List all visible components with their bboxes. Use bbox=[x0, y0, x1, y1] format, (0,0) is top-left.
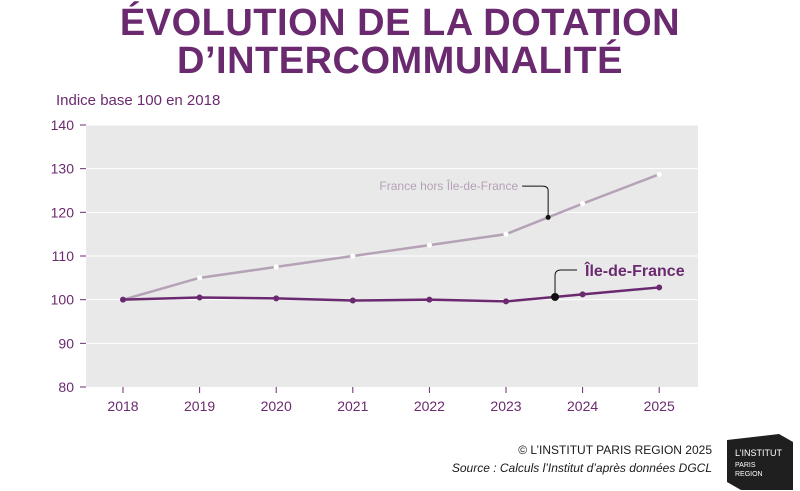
source-text: Source : Calculs l’Institut d’après donn… bbox=[451, 461, 712, 475]
chart-title-line-1: ÉVOLUTION DE LA DOTATION bbox=[119, 2, 681, 44]
series-line-ile-de-france bbox=[122, 286, 660, 303]
data-point bbox=[580, 201, 586, 207]
x-tick-label: 2018 bbox=[107, 398, 138, 414]
y-tick-label: 110 bbox=[52, 248, 75, 264]
y-tick-label: 130 bbox=[51, 161, 75, 177]
idf-label-leader bbox=[554, 269, 578, 297]
x-tick-label: 2022 bbox=[414, 398, 445, 414]
data-point bbox=[120, 296, 126, 303]
idf-label-anchor bbox=[551, 292, 560, 301]
y-tick-label: 80 bbox=[58, 379, 74, 395]
x-tick-label: 2024 bbox=[567, 398, 598, 414]
data-point bbox=[426, 242, 432, 248]
y-axis-label: Indice base 100 en 2018 bbox=[56, 92, 221, 109]
copyright-text: © L’INSTITUT PARIS REGION 2025 bbox=[518, 443, 712, 457]
logo-text-2: PARIS bbox=[735, 462, 756, 469]
series-label-france: France hors Île-de-France bbox=[379, 178, 518, 193]
logo-text-1: L’INSTITUT bbox=[735, 448, 783, 458]
y-tick-label: 120 bbox=[51, 204, 75, 220]
x-tick-label: 2023 bbox=[490, 398, 521, 414]
y-tick-label: 140 bbox=[51, 117, 75, 133]
x-tick-label: 2021 bbox=[337, 398, 368, 414]
data-point bbox=[273, 295, 280, 302]
y-tick-label: 100 bbox=[51, 292, 75, 308]
data-point bbox=[656, 171, 662, 177]
logo-text-3: REGION bbox=[735, 471, 763, 478]
series-label-ile-de-france: Île-de-France bbox=[584, 261, 685, 280]
series-line-france bbox=[122, 173, 660, 301]
data-point bbox=[503, 231, 509, 237]
data-point bbox=[426, 296, 433, 303]
data-point bbox=[273, 264, 279, 270]
x-tick-label: 2019 bbox=[184, 398, 215, 414]
data-point bbox=[503, 298, 509, 305]
france-label-leader bbox=[522, 185, 549, 218]
x-tick-label: 2025 bbox=[644, 398, 675, 414]
data-point bbox=[349, 297, 356, 304]
y-tick-label: 90 bbox=[58, 335, 74, 351]
institut-logo: L’INSTITUT PARIS REGION bbox=[727, 434, 793, 490]
data-point bbox=[656, 284, 663, 291]
france-label-anchor bbox=[545, 214, 551, 220]
data-point bbox=[197, 275, 203, 281]
line-chart: 80 90 100 110 120 130 140 2018 2019 2020 2021 2022 2… bbox=[51, 117, 698, 414]
x-tick-label: 2020 bbox=[261, 398, 292, 414]
data-point bbox=[196, 294, 203, 301]
chart-title-line-2: D’INTERCOMMUNALITÉ bbox=[177, 40, 623, 82]
data-point bbox=[350, 253, 356, 259]
data-point bbox=[579, 291, 586, 298]
